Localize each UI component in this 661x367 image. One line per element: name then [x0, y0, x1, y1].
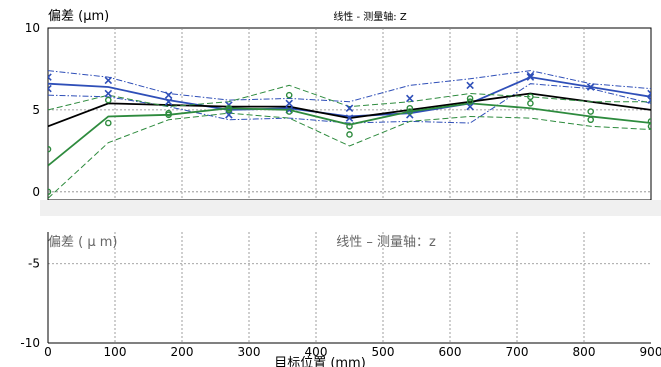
series-line-5 — [48, 102, 651, 167]
x-marker-stroke — [104, 76, 113, 85]
o-marker — [285, 91, 293, 99]
x-tick-label: 600 — [439, 345, 462, 359]
upper-y-tick-label: 0 — [32, 185, 40, 199]
panel-separator — [40, 200, 661, 216]
series-line-2 — [48, 70, 651, 103]
x-marker-stroke — [164, 91, 173, 99]
upper-plot-area — [47, 27, 652, 201]
x-ticks: 0 100 200 300 400 500 600 700 800 900 — [44, 345, 661, 359]
x-tick-label: 500 — [372, 345, 395, 359]
x-marker-stroke — [647, 92, 651, 98]
o-marker — [105, 96, 112, 104]
overlay-title: 线性 – 测量轴：z — [336, 235, 436, 250]
x-marker-stroke — [48, 87, 52, 93]
lower-y-tick-label: -10 — [20, 336, 40, 350]
x-marker-stroke — [647, 98, 651, 104]
x-marker-stroke — [104, 89, 113, 98]
x-tick-label: 200 — [171, 345, 194, 359]
x-marker-stroke — [466, 81, 474, 90]
lower-y-tick-label: -5 — [28, 257, 40, 271]
x-marker-stroke — [647, 96, 651, 102]
o-marker — [346, 122, 353, 130]
x-tick-label: 100 — [104, 345, 127, 359]
x-axis-label: 目标位置 (mm) — [274, 356, 366, 367]
o-marker — [406, 108, 414, 115]
x-tick-label: 400 — [305, 345, 328, 359]
o-marker — [527, 93, 534, 101]
o-marker — [48, 145, 52, 153]
x-marker — [586, 83, 595, 91]
x-marker — [104, 76, 113, 85]
x-marker-stroke — [164, 97, 173, 106]
o-marker — [527, 100, 534, 107]
x-marker — [526, 73, 535, 81]
x-tick-label: 900 — [640, 345, 661, 359]
series-line-6 — [48, 112, 651, 199]
o-marker — [48, 188, 52, 196]
x-marker-stroke — [345, 104, 354, 113]
x-marker — [48, 73, 52, 81]
x-marker — [526, 71, 535, 80]
series-line-1 — [48, 76, 651, 118]
x-marker — [647, 96, 651, 104]
x-marker — [48, 84, 52, 93]
x-marker-stroke — [48, 84, 52, 90]
x-marker — [164, 97, 173, 106]
x-marker-stroke — [466, 102, 474, 111]
o-marker — [466, 95, 474, 102]
o-marker — [105, 119, 112, 127]
o-marker — [406, 104, 414, 112]
o-marker — [165, 109, 172, 117]
x-marker — [647, 89, 651, 98]
overlay-y-axis-label: 偏差 ( µ m) — [48, 235, 117, 250]
x-marker — [104, 89, 113, 98]
x-marker-stroke — [285, 99, 293, 108]
o-marker — [647, 122, 651, 130]
o-marker — [225, 106, 233, 114]
o-marker — [587, 108, 595, 115]
upper-y-tick-label: 10 — [25, 21, 40, 35]
lower-y-ticks: -5 -10 — [20, 257, 40, 350]
upper-y-ticks: 10 5 0 — [25, 21, 40, 199]
o-marker — [647, 118, 651, 125]
x-marker — [345, 114, 354, 122]
x-marker-stroke — [406, 94, 414, 103]
x-marker-stroke — [345, 114, 354, 122]
x-tick-label: 700 — [506, 345, 529, 359]
x-tick-label: 800 — [573, 345, 596, 359]
x-marker — [466, 81, 474, 90]
x-marker — [466, 102, 474, 111]
upper-markers-group — [48, 71, 651, 196]
o-marker — [285, 108, 293, 115]
x-marker-stroke — [48, 73, 52, 79]
o-marker — [587, 116, 595, 124]
upper-y-tick-label: 5 — [32, 103, 40, 117]
x-marker-stroke — [647, 89, 651, 95]
y-axis-label: 偏差 (µm) — [48, 9, 109, 24]
x-marker-stroke — [526, 73, 535, 81]
x-tick-label: 300 — [238, 345, 261, 359]
lower-plot-area — [48, 232, 651, 343]
x-marker — [164, 91, 173, 99]
series-line-7 — [48, 84, 651, 111]
o-marker — [346, 131, 353, 138]
chart-title: 线性 - 测量轴: Z — [333, 10, 407, 23]
x-marker-stroke — [526, 71, 535, 80]
x-tick-label: 0 — [44, 345, 52, 359]
x-marker — [285, 99, 293, 108]
x-marker-stroke — [225, 111, 233, 119]
x-marker — [406, 94, 414, 103]
x-marker-stroke — [586, 83, 595, 91]
x-marker — [225, 111, 233, 119]
x-marker-stroke — [48, 76, 52, 81]
o-marker — [466, 98, 474, 106]
x-marker — [345, 104, 354, 113]
